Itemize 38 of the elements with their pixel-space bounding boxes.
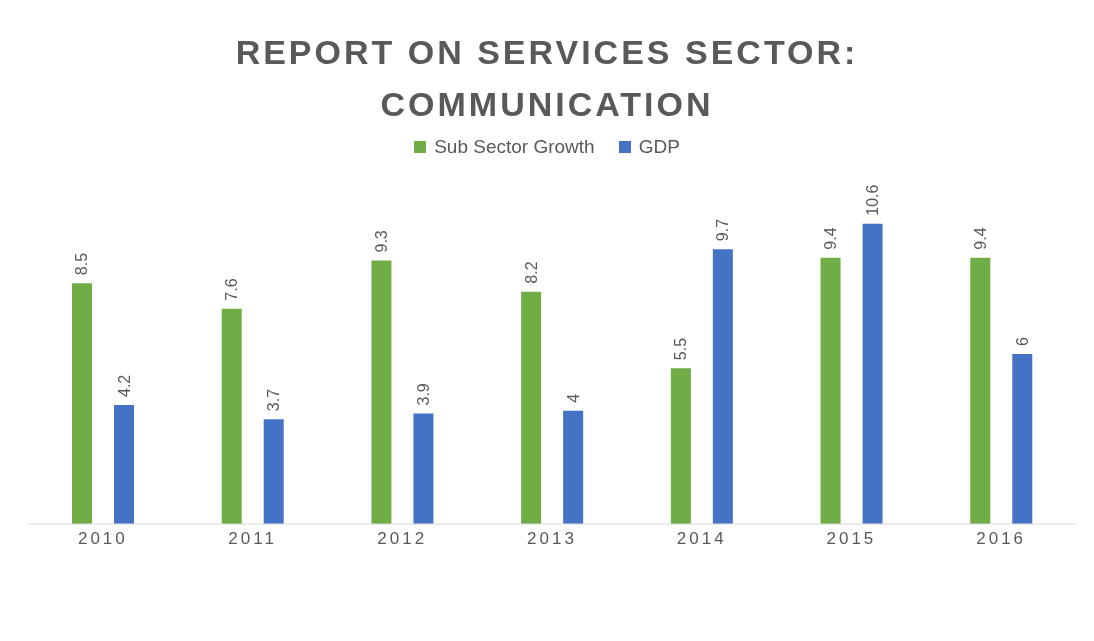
bar (371, 260, 392, 524)
x-tick-label: 2010 (77, 529, 128, 549)
data-label: 4 (564, 393, 582, 403)
x-tick-label: 2012 (377, 529, 428, 549)
bar (970, 257, 991, 524)
data-label: 8.5 (73, 252, 91, 276)
bar (670, 368, 691, 524)
data-label: 4.2 (115, 374, 133, 397)
legend-label: GDP (637, 136, 680, 158)
bar (1012, 354, 1033, 524)
bar (862, 223, 883, 524)
bar (221, 308, 242, 524)
x-tick-label: 2015 (826, 529, 877, 549)
data-label: 6 (1013, 337, 1031, 346)
data-label: 9.4 (822, 227, 840, 250)
data-label: 3.7 (265, 388, 283, 412)
bar (712, 249, 733, 524)
data-label: 10.6 (864, 184, 882, 216)
bar (413, 413, 434, 524)
x-tick-label: 2011 (228, 529, 277, 549)
data-label: 9.3 (372, 230, 390, 253)
data-label: 5.5 (672, 337, 690, 361)
x-tick-label: 2013 (527, 529, 577, 549)
data-label: 9.4 (971, 227, 989, 250)
bar (820, 257, 841, 524)
bar (563, 410, 584, 524)
bar (521, 291, 542, 524)
data-label: 8.2 (522, 261, 540, 284)
data-label: 3.9 (414, 383, 432, 406)
data-label: 9.7 (714, 218, 732, 242)
data-label: 7.6 (223, 278, 241, 301)
bar (263, 419, 284, 524)
bar (114, 405, 134, 524)
legend-label: Sub Sector Growth (433, 136, 595, 158)
chart-title: REPORT ON SERVICES SECTOR: COMMUNICATION (234, 32, 860, 125)
bar (72, 283, 92, 524)
x-tick-label: 2016 (976, 529, 1027, 549)
x-tick-label: 2014 (676, 529, 727, 549)
